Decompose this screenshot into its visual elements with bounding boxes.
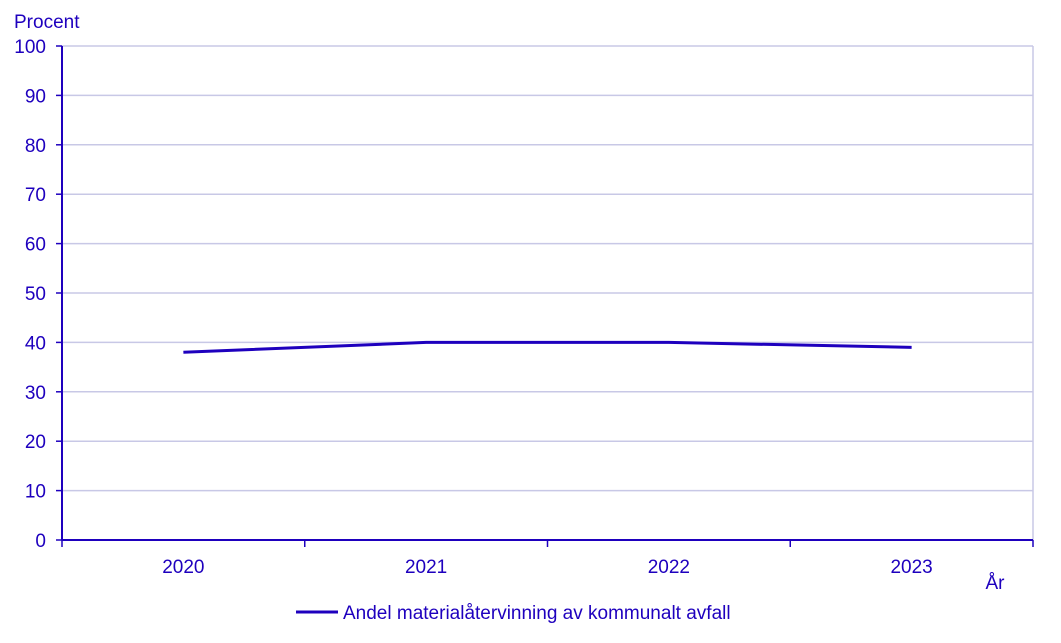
x-tick-label: 2022 [648, 557, 690, 578]
y-tick-label: 0 [35, 531, 46, 552]
series-line [183, 340, 912, 354]
y-tick-label: 80 [25, 136, 46, 157]
x-tick-label: 2023 [890, 557, 932, 578]
y-tick-label: 10 [25, 482, 46, 503]
y-tick-label: 30 [25, 383, 46, 404]
y-tick-label: 70 [25, 185, 46, 206]
gridlines [62, 45, 1034, 540]
x-tick-label: 2020 [162, 557, 204, 578]
legend-entry: Andel materialåtervinning av kommunalt a… [343, 603, 731, 624]
y-tick-label: 50 [25, 284, 46, 305]
series-lines [183, 340, 912, 354]
y-tick-label: 100 [14, 37, 46, 58]
x-tick-labels: 2020 2021 2022 2023 [162, 557, 933, 578]
axes [56, 45, 1034, 547]
x-axis-unit-label: År [986, 573, 1006, 594]
y-tick-label: 60 [25, 235, 46, 256]
y-tick-labels: 0 10 20 30 40 50 60 70 80 90 100 [14, 37, 46, 552]
y-tick-label: 90 [25, 86, 46, 107]
y-tick-label: 20 [25, 432, 46, 453]
y-tick-label: 40 [25, 333, 46, 354]
y-axis-unit-label: Procent [14, 12, 80, 33]
x-tick-label: 2021 [405, 557, 447, 578]
legend: Andel materialåtervinning av kommunalt a… [296, 603, 731, 624]
